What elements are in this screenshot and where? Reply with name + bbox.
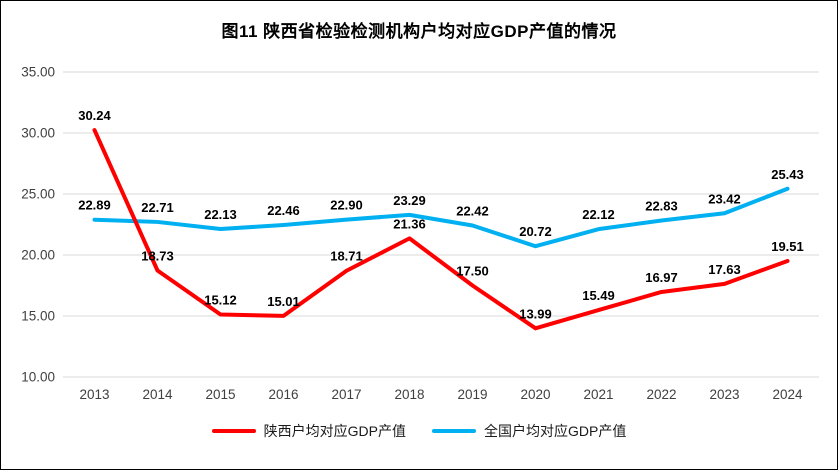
data-label: 22.12 xyxy=(582,207,615,222)
chart-title: 图11 陕西省检验检测机构户均对应GDP产值的情况 xyxy=(221,22,617,41)
legend-swatch-red-line xyxy=(211,429,256,433)
data-label: 22.42 xyxy=(456,203,489,218)
data-label: 19.51 xyxy=(771,239,804,254)
y-axis-tick-label: 10.00 xyxy=(21,370,55,385)
data-label: 16.97 xyxy=(645,270,678,285)
data-label: 15.01 xyxy=(267,294,300,309)
x-axis-tick-label: 2016 xyxy=(268,387,298,402)
data-label: 22.89 xyxy=(78,198,111,213)
plot-area: 10.00 15.00 20.00 25.00 30.00 35.00 2013 2014 20… xyxy=(1,47,837,415)
data-label: 22.46 xyxy=(267,203,300,218)
x-axis-tick-label: 2024 xyxy=(772,387,803,402)
x-axis-tick-label: 2017 xyxy=(331,387,361,402)
x-axis-tick-label: 2018 xyxy=(394,387,424,402)
x-axis-tick-label: 2019 xyxy=(457,387,487,402)
data-label: 30.24 xyxy=(78,108,111,123)
x-axis-tick-label: 2020 xyxy=(520,387,550,402)
data-label: 15.12 xyxy=(204,293,237,308)
x-axis-tick-label: 2022 xyxy=(646,387,676,402)
data-label: 18.73 xyxy=(141,248,174,263)
y-axis-tick-label: 20.00 xyxy=(21,248,55,263)
x-axis-tick-label: 2015 xyxy=(205,387,235,402)
legend-label-shaanxi: 陕西户均对应GDP产值 xyxy=(263,423,406,439)
data-label: 22.83 xyxy=(645,198,678,213)
y-axis-tick-label: 25.00 xyxy=(21,187,55,202)
legend-label-national: 全国户均对应GDP产值 xyxy=(484,423,627,439)
data-label: 22.13 xyxy=(204,207,237,222)
x-axis-tick-label: 2014 xyxy=(142,387,173,402)
line-chart-canvas: 10.00 15.00 20.00 25.00 30.00 35.00 2013 2014 20… xyxy=(21,65,819,402)
data-label: 22.90 xyxy=(330,198,363,213)
x-axis-tick-label: 2013 xyxy=(79,387,109,402)
data-label: 22.71 xyxy=(141,200,174,215)
data-label: 23.42 xyxy=(708,191,741,206)
x-axis-tick-label: 2021 xyxy=(583,387,613,402)
x-axis-tick-label: 2023 xyxy=(709,387,739,402)
series-line-0 xyxy=(92,128,790,331)
data-label: 23.29 xyxy=(393,193,426,208)
y-axis-tick-label: 30.00 xyxy=(21,126,55,141)
legend-item-national: 全国户均对应GDP产值 xyxy=(432,421,626,441)
data-label: 20.72 xyxy=(519,224,552,239)
data-label: 18.71 xyxy=(330,249,363,264)
legend-swatch-blue-line xyxy=(432,429,476,433)
chart-legend: 陕西户均对应GDP产值 全国户均对应GDP产值 xyxy=(1,421,837,441)
data-label: 15.49 xyxy=(582,288,615,303)
series-line-1 xyxy=(92,186,790,249)
data-label: 17.63 xyxy=(708,262,741,277)
y-axis-tick-label: 15.00 xyxy=(21,309,55,324)
data-label: 21.36 xyxy=(393,216,426,231)
data-label: 25.43 xyxy=(771,167,804,182)
data-label: 17.50 xyxy=(456,264,489,279)
legend-item-shaanxi: 陕西户均对应GDP产值 xyxy=(211,421,406,441)
data-label: 13.99 xyxy=(519,306,552,321)
y-axis-tick-label: 35.00 xyxy=(21,65,55,80)
